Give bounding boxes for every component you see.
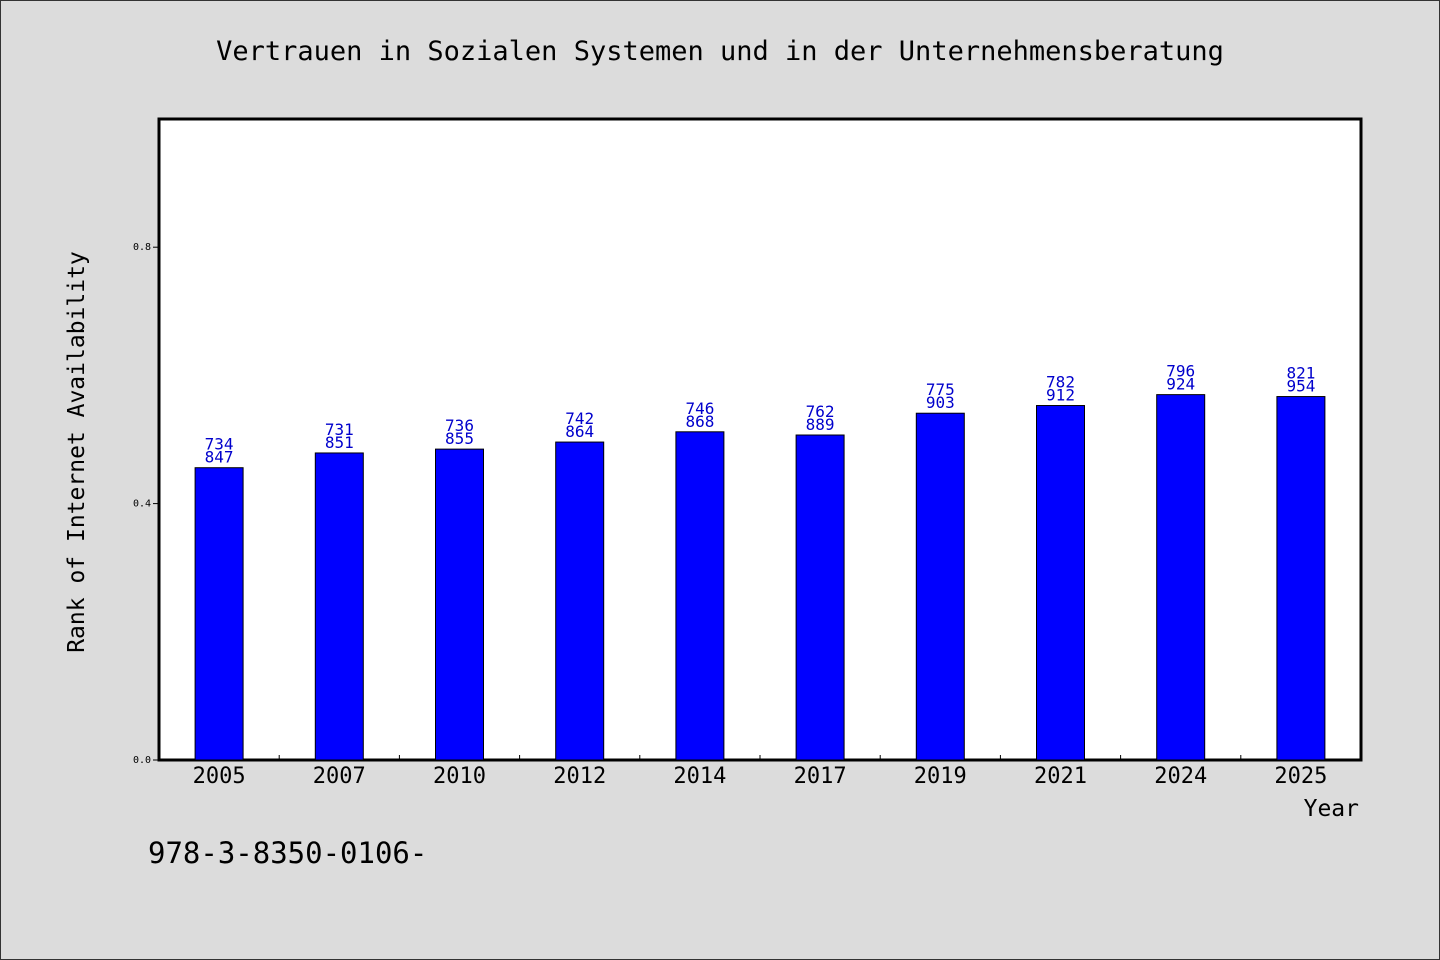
x-tick-label: 2024 — [1154, 764, 1207, 789]
bar-value-label-bottom: 903 — [926, 393, 955, 412]
bar — [675, 431, 725, 761]
bar-value-label-bottom: 847 — [205, 448, 234, 467]
x-tick-label: 2025 — [1274, 764, 1327, 789]
bar-value-label-top: 782 — [1046, 373, 1075, 392]
x-tick-label: 2017 — [794, 764, 847, 789]
bar-value-label-bottom: 912 — [1046, 386, 1075, 405]
bar — [795, 434, 845, 761]
y-tick-label: 0.8 — [133, 242, 151, 253]
bar — [1036, 405, 1085, 761]
bar-value-label-top: 762 — [806, 402, 835, 421]
bar — [194, 467, 244, 761]
bar-value-label-top: 775 — [926, 380, 955, 399]
x-tick-label: 2012 — [553, 764, 606, 789]
bar-value-label-top: 796 — [1166, 362, 1195, 381]
bar-value-label-top: 742 — [565, 409, 594, 428]
bar-value-label-bottom: 954 — [1286, 377, 1315, 396]
isbn-footnote: 978-3-8350-0106- — [148, 836, 428, 870]
bar-value-label-top: 734 — [205, 435, 234, 454]
bar — [435, 448, 484, 761]
y-tick-label: 0.0 — [133, 755, 151, 766]
bar — [314, 452, 364, 761]
x-tick-label: 2014 — [673, 764, 726, 789]
bar-value-label-top: 821 — [1286, 364, 1315, 383]
x-axis-label: Year — [1303, 796, 1359, 822]
chart-title: Vertrauen in Sozialen Systemen und in de… — [216, 36, 1224, 67]
bar — [1156, 394, 1206, 761]
bar — [915, 412, 965, 761]
x-tick-label: 2007 — [313, 764, 366, 789]
bar-value-label-bottom: 924 — [1166, 375, 1195, 394]
bar-value-label-top: 746 — [685, 399, 714, 418]
x-tick-label: 2010 — [433, 764, 486, 789]
bar-value-label-top: 731 — [325, 420, 354, 439]
bar — [555, 441, 605, 761]
y-tick-label: 0.4 — [133, 499, 151, 510]
bar — [1276, 396, 1326, 761]
bar-value-label-bottom: 855 — [445, 429, 474, 448]
x-tick-label: 2019 — [914, 764, 967, 789]
bar-value-label-bottom: 864 — [565, 422, 594, 441]
bar-value-label-top: 736 — [445, 416, 474, 435]
x-tick-label: 2005 — [193, 764, 246, 789]
x-tick-label: 2021 — [1034, 764, 1087, 789]
bar-value-label-bottom: 851 — [325, 433, 354, 452]
bar-value-label-bottom: 868 — [685, 412, 714, 431]
bar-value-label-bottom: 889 — [806, 415, 835, 434]
